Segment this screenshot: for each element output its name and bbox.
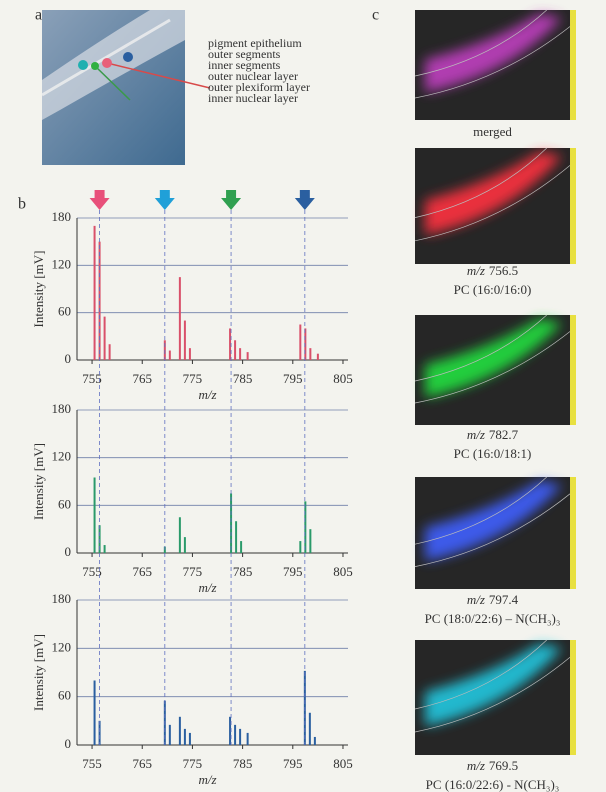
ion-image bbox=[414, 147, 576, 264]
x-tick-label: 805 bbox=[333, 564, 353, 579]
x-tick-label: 785 bbox=[233, 371, 253, 386]
x-tick-label: 785 bbox=[233, 756, 253, 771]
y-tick-label: 0 bbox=[65, 351, 72, 366]
marker-arrow bbox=[221, 190, 242, 210]
image-contour bbox=[414, 331, 571, 404]
image-edge bbox=[570, 477, 576, 589]
y-axis-label: Intensity [mV] bbox=[31, 251, 46, 328]
x-axis-label: m/z bbox=[198, 772, 216, 787]
image-caption: m/z 797.4 bbox=[467, 592, 519, 607]
x-tick-label: 755 bbox=[82, 371, 102, 386]
y-tick-label: 60 bbox=[58, 304, 71, 319]
image-caption: m/z 756.5 bbox=[467, 263, 518, 278]
image-contour bbox=[414, 165, 571, 242]
ion-image bbox=[414, 9, 576, 120]
mz-label: m/z bbox=[467, 263, 485, 278]
mz-label: m/z bbox=[467, 427, 485, 442]
compound: PC (16:0/22:6) - N(CH₃)₃ bbox=[426, 777, 560, 792]
x-tick-label: 765 bbox=[132, 371, 152, 386]
x-tick-label: 795 bbox=[283, 756, 303, 771]
image-contour bbox=[414, 493, 571, 567]
image-signal bbox=[425, 481, 562, 561]
image-contour bbox=[414, 147, 547, 218]
y-tick-label: 180 bbox=[52, 591, 72, 606]
mz-value: 769.5 bbox=[489, 758, 518, 773]
compound: PC (18:0/22:6) – N(CH₃)₃ bbox=[425, 611, 561, 626]
image-contour bbox=[414, 639, 547, 710]
compound: PC (16:0/16:0) bbox=[454, 282, 532, 297]
y-axis-label: Intensity [mV] bbox=[31, 443, 46, 520]
panel-label: b bbox=[18, 196, 26, 213]
image-signal bbox=[425, 644, 562, 727]
y-tick-label: 60 bbox=[58, 688, 71, 703]
marker-arrow bbox=[89, 190, 110, 210]
marker-arrow bbox=[294, 190, 315, 210]
x-tick-label: 765 bbox=[132, 756, 152, 771]
mz-label: m/z bbox=[467, 758, 485, 773]
legend-label: outer segments bbox=[208, 47, 281, 61]
x-tick-label: 775 bbox=[183, 371, 203, 386]
image-contour bbox=[414, 26, 571, 99]
image-edge bbox=[570, 315, 576, 425]
legend-label: pigment epithelium bbox=[208, 36, 302, 50]
y-tick-label: 180 bbox=[52, 209, 72, 224]
image-contour bbox=[414, 476, 547, 545]
ion-image bbox=[414, 314, 576, 425]
compound: PC (16:0/18:1) bbox=[454, 446, 532, 461]
image-contour bbox=[414, 314, 547, 382]
x-axis-label: m/z bbox=[198, 580, 216, 595]
mz-value: 756.5 bbox=[489, 263, 518, 278]
x-tick-label: 775 bbox=[183, 756, 203, 771]
panel-label: c bbox=[372, 7, 379, 24]
x-tick-label: 755 bbox=[82, 564, 102, 579]
image-caption: m/z 782.7 bbox=[467, 427, 519, 442]
x-tick-label: 765 bbox=[132, 564, 152, 579]
x-axis-label: m/z bbox=[198, 387, 216, 402]
panel-label: a bbox=[35, 7, 42, 24]
y-tick-label: 120 bbox=[52, 449, 72, 464]
y-tick-label: 120 bbox=[52, 256, 72, 271]
mz-label: m/z bbox=[467, 592, 485, 607]
ion-image bbox=[414, 639, 576, 755]
legend-label: inner segments bbox=[208, 58, 281, 72]
x-tick-label: 805 bbox=[333, 371, 353, 386]
image-edge bbox=[570, 148, 576, 264]
y-tick-label: 180 bbox=[52, 401, 72, 416]
y-tick-label: 60 bbox=[58, 496, 71, 511]
image-signal bbox=[425, 152, 562, 235]
legend-label: inner nuclear layer bbox=[208, 91, 298, 105]
image-edge bbox=[570, 10, 576, 120]
y-tick-label: 120 bbox=[52, 639, 72, 654]
x-tick-label: 755 bbox=[82, 756, 102, 771]
image-edge bbox=[570, 640, 576, 755]
image-contour bbox=[414, 656, 571, 733]
y-tick-label: 0 bbox=[65, 544, 72, 559]
image-signal bbox=[425, 319, 562, 398]
legend-label: outer plexiform layer bbox=[208, 80, 310, 94]
mz-value: 782.7 bbox=[489, 427, 519, 442]
image-contour bbox=[414, 9, 547, 77]
y-tick-label: 0 bbox=[65, 736, 72, 751]
ion-image bbox=[414, 476, 576, 589]
x-tick-label: 785 bbox=[233, 564, 253, 579]
x-tick-label: 775 bbox=[183, 564, 203, 579]
legend-label: outer nuclear layer bbox=[208, 69, 298, 83]
image-caption: merged bbox=[473, 124, 512, 139]
y-axis-label: Intensity [mV] bbox=[31, 634, 46, 711]
x-tick-label: 805 bbox=[333, 756, 353, 771]
marker-arrow bbox=[154, 190, 175, 210]
retina-image bbox=[41, 10, 211, 165]
image-caption: m/z 769.5 bbox=[467, 758, 518, 773]
image-signal bbox=[425, 14, 562, 93]
x-tick-label: 795 bbox=[283, 371, 303, 386]
mz-value: 797.4 bbox=[489, 592, 519, 607]
x-tick-label: 795 bbox=[283, 564, 303, 579]
